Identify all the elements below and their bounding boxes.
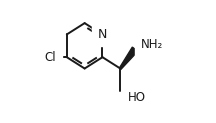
Text: NH₂: NH₂ (141, 38, 163, 51)
Text: Cl: Cl (44, 51, 56, 64)
Polygon shape (119, 47, 138, 69)
Text: N: N (98, 28, 107, 41)
Text: HO: HO (128, 91, 146, 104)
